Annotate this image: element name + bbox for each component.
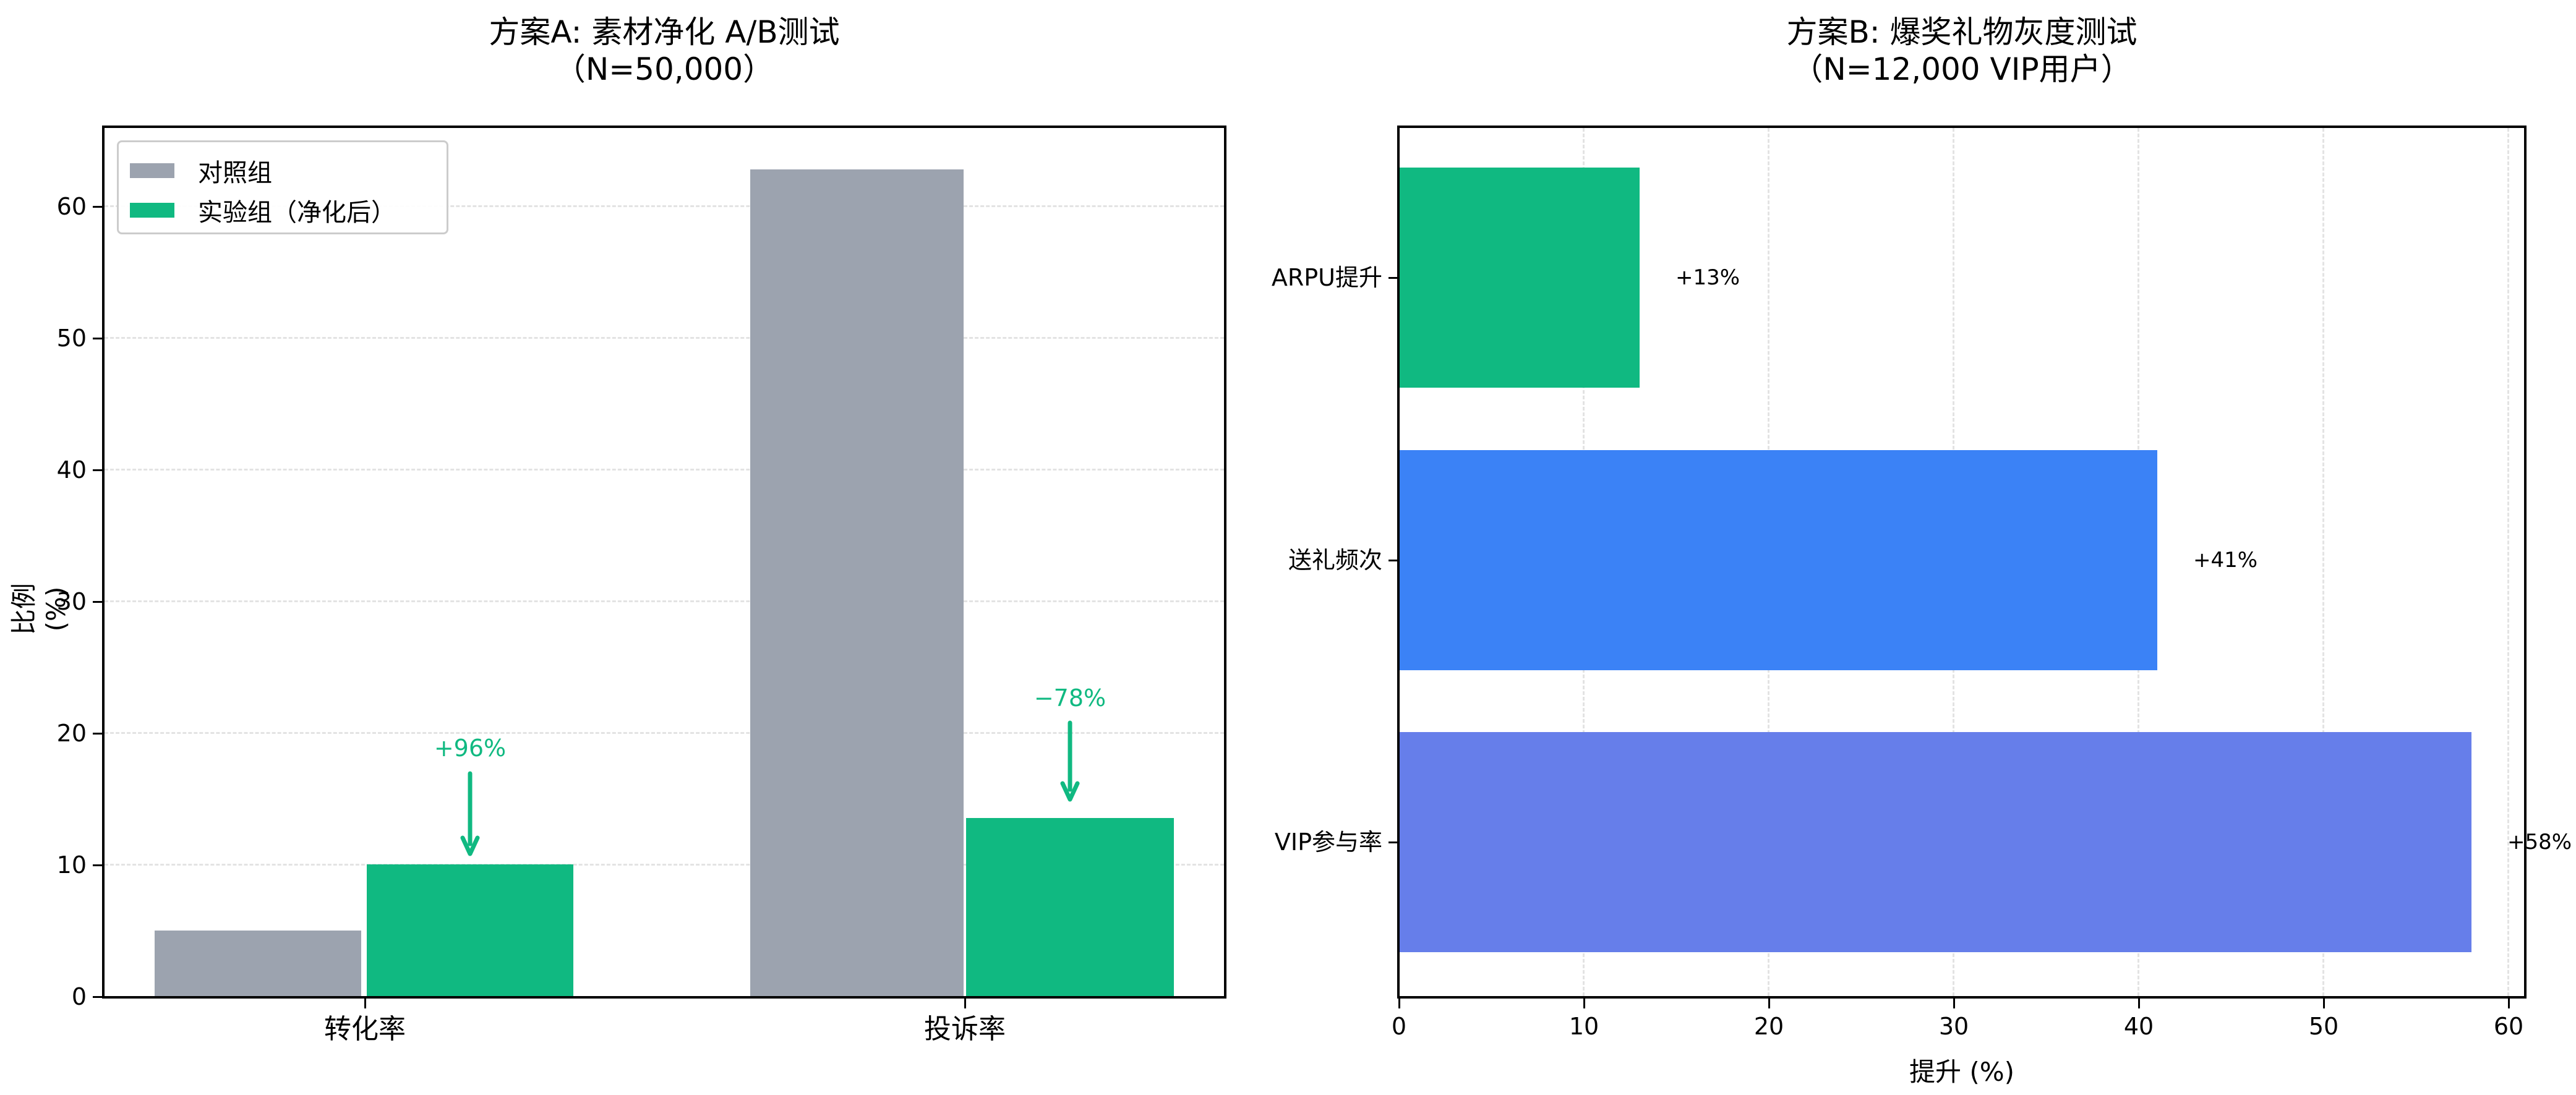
x-tick: [1583, 997, 1585, 1008]
x-tick: [1953, 997, 1955, 1008]
legend-item-treatment: 实验组（净化后）: [130, 190, 435, 230]
x-tick-label: 40: [2123, 1013, 2154, 1040]
value-label-arpu: +13%: [1675, 265, 1740, 290]
x-tick: [364, 997, 366, 1008]
x-tick-label: 10: [1568, 1013, 1599, 1040]
y-category-label: 送礼频次: [1288, 547, 1382, 574]
bar-gift-frequency: [1400, 450, 2157, 670]
x-tick-label: 60: [2493, 1013, 2524, 1040]
gridline: [105, 732, 1224, 734]
y-tick: [93, 996, 104, 998]
bar-treatment-complaint: [966, 818, 1174, 996]
legend: 对照组 实验组（净化后）: [117, 140, 448, 234]
x-category-label: 转化率: [324, 1013, 406, 1045]
y-tick-label: 50: [56, 325, 87, 352]
x-tick: [964, 997, 966, 1008]
x-tick: [2508, 997, 2510, 1008]
right-plot-area: +13% +41% +58%: [1397, 126, 2572, 999]
bar-vip-participation: [1400, 732, 2471, 952]
y-tick: [1389, 560, 1400, 561]
legend-label: 对照组: [198, 159, 272, 187]
gridline: [105, 337, 1224, 339]
x-tick: [2323, 997, 2325, 1008]
bar-control-conversion: [155, 931, 361, 996]
gridline: [105, 864, 1224, 866]
x-tick: [2138, 997, 2140, 1008]
gridline: [2322, 128, 2324, 996]
x-tick-label: 30: [1938, 1013, 1969, 1040]
legend-label: 实验组（净化后）: [198, 198, 396, 227]
x-tick-label: 50: [2308, 1013, 2339, 1040]
annotation-complaint-change: −78%: [1033, 684, 1106, 712]
y-tick: [93, 206, 104, 208]
bar-treatment-conversion: [367, 864, 573, 996]
y-tick: [1389, 841, 1400, 843]
y-tick: [93, 601, 104, 603]
y-tick: [93, 338, 104, 339]
arrow-down-icon: [1060, 720, 1080, 802]
arrow-down-icon: [460, 771, 480, 856]
right-chart-title: 方案B: 爆奖礼物灰度测试 （N=12,000 VIP用户）: [1653, 14, 2271, 88]
legend-swatch: [130, 163, 174, 178]
gridline: [105, 205, 1224, 207]
right-x-axis-label: 提升 (%): [1909, 1057, 2015, 1087]
annotation-conversion-change: +96%: [434, 735, 507, 762]
x-category-label: 投诉率: [924, 1013, 1006, 1045]
right-title-line: 方案B: 爆奖礼物灰度测试: [1786, 14, 2137, 50]
x-tick-label: 0: [1391, 1013, 1407, 1040]
bar-arpu: [1400, 168, 1640, 388]
y-tick: [93, 864, 104, 866]
gridline: [105, 469, 1224, 471]
y-tick-label: 20: [56, 720, 87, 747]
y-category-label: ARPU提升: [1271, 264, 1382, 291]
y-tick-label: 0: [71, 983, 87, 1010]
value-label-vip-participation: +58%: [2507, 830, 2572, 854]
value-label-gift-frequency: +41%: [2193, 548, 2258, 573]
y-tick-label: 60: [56, 193, 87, 220]
y-tick-label: 30: [56, 588, 87, 615]
left-title-line: 方案A: 素材净化 A/B测试: [489, 14, 840, 50]
left-plot-area: +96% −78% 对照组 实验组（净化后）: [102, 126, 1226, 999]
y-category-label: VIP参与率: [1274, 829, 1382, 856]
y-tick: [93, 733, 104, 735]
legend-item-control: 对照组: [130, 151, 435, 190]
x-tick: [1768, 997, 1770, 1008]
y-tick-label: 40: [56, 456, 87, 484]
gridline: [2507, 128, 2509, 996]
x-tick: [1398, 997, 1400, 1008]
y-tick: [1389, 277, 1400, 279]
gridline: [105, 600, 1224, 602]
left-chart-title: 方案A: 素材净化 A/B测试 （N=50,000）: [355, 14, 973, 88]
right-subtitle-line: （N=12,000 VIP用户）: [1792, 51, 2132, 87]
legend-swatch: [130, 203, 174, 218]
x-tick-label: 20: [1753, 1013, 1784, 1040]
left-subtitle-line: （N=50,000）: [554, 51, 774, 87]
bar-control-complaint: [750, 169, 964, 996]
y-tick-label: 10: [56, 851, 87, 879]
y-tick: [93, 469, 104, 471]
